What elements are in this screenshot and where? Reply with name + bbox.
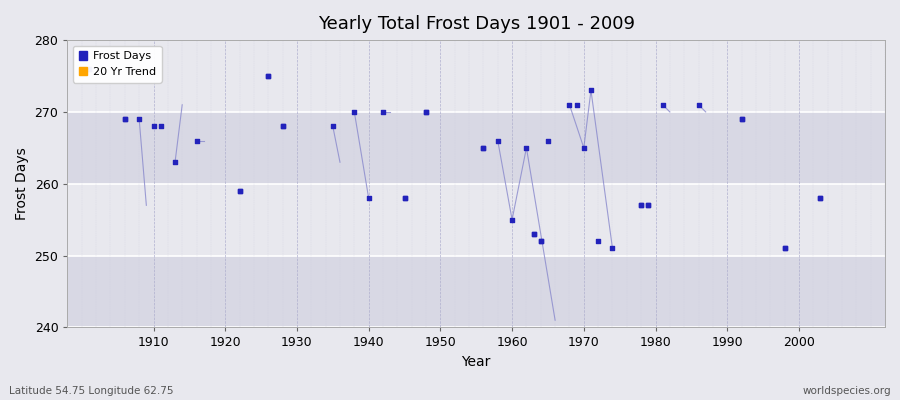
Point (261, 73, 275, 79)
Bar (68, 40, 885, 112)
Legend: Frost Days, 20 Yr Trend: Frost Days, 20 Yr Trend (73, 46, 162, 82)
Point (534, 238, 548, 244)
Point (118, 116, 132, 122)
Point (418, 109, 433, 115)
Point (562, 102, 577, 108)
Point (541, 138, 555, 144)
Bar (68, 184, 885, 256)
Point (147, 123, 161, 130)
Point (526, 231, 541, 237)
Point (606, 245, 620, 252)
Point (82, 66, 96, 72)
Point (584, 87, 598, 94)
Point (167, 159, 182, 166)
X-axis label: Year: Year (462, 355, 490, 369)
Point (261, 73, 275, 79)
Point (641, 202, 655, 208)
Point (526, 231, 541, 237)
Point (534, 238, 548, 244)
Title: Yearly Total Frost Days 1901 - 2009: Yearly Total Frost Days 1901 - 2009 (318, 15, 634, 33)
Point (362, 195, 376, 201)
Point (519, 145, 534, 151)
Point (655, 102, 670, 108)
Point (275, 123, 290, 130)
Point (577, 145, 591, 151)
Point (505, 216, 519, 223)
Point (734, 116, 749, 122)
Point (734, 116, 749, 122)
Point (570, 102, 584, 108)
Point (232, 188, 247, 194)
Point (189, 138, 203, 144)
Point (397, 195, 411, 201)
Point (814, 195, 828, 201)
Point (118, 116, 132, 122)
Point (347, 109, 362, 115)
Point (476, 145, 491, 151)
Point (418, 109, 433, 115)
Y-axis label: Frost Days: Frost Days (15, 147, 29, 220)
Point (232, 188, 247, 194)
Point (132, 116, 147, 122)
Bar (68, 112, 885, 184)
Text: Latitude 54.75 Longitude 62.75: Latitude 54.75 Longitude 62.75 (9, 386, 174, 396)
Point (275, 123, 290, 130)
Point (154, 123, 168, 130)
Point (634, 202, 648, 208)
Point (82, 66, 96, 72)
Point (491, 138, 505, 144)
Point (641, 202, 655, 208)
Point (778, 245, 792, 252)
Text: worldspecies.org: worldspecies.org (803, 386, 891, 396)
Point (778, 245, 792, 252)
Point (326, 123, 340, 130)
Point (397, 195, 411, 201)
Point (814, 195, 828, 201)
Point (376, 109, 391, 115)
Point (691, 102, 706, 108)
Point (634, 202, 648, 208)
Point (476, 145, 491, 151)
Point (591, 238, 606, 244)
Bar (68, 256, 885, 328)
